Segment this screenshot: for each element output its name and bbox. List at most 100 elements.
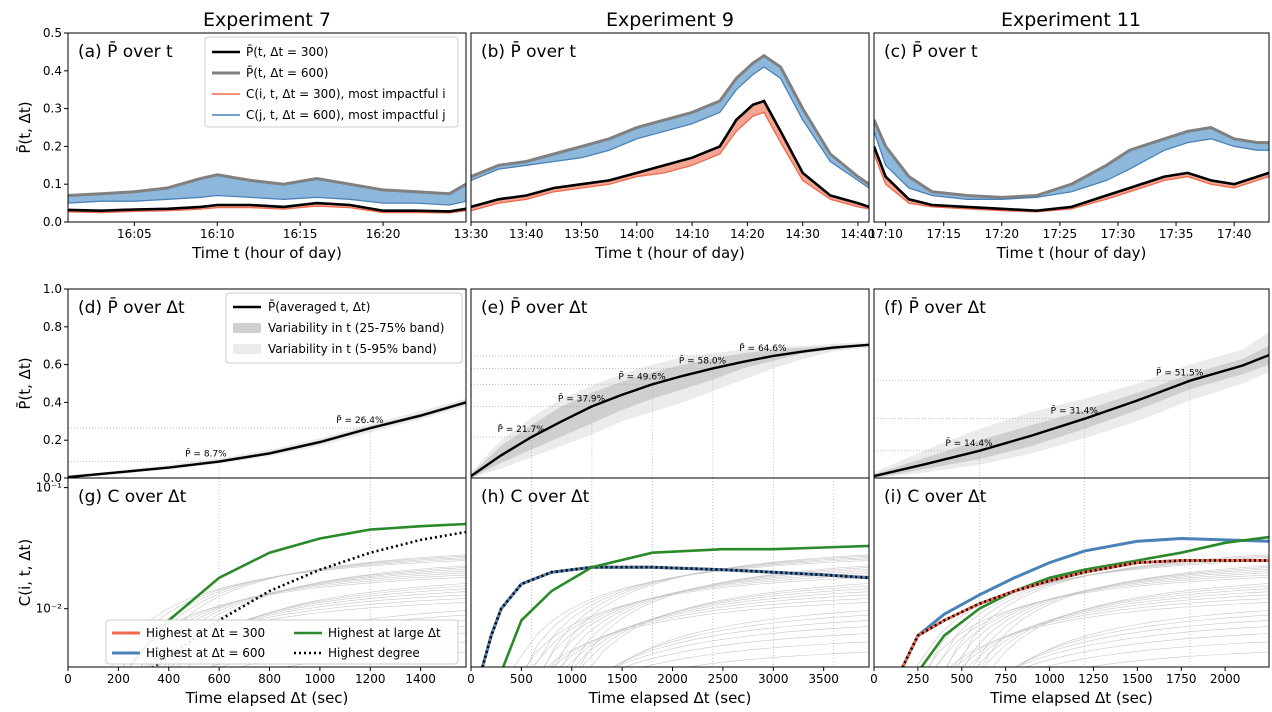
y-axis-label: P̄(t, Δt) xyxy=(15,101,34,153)
legend-row2-swatch xyxy=(233,344,261,354)
series-p600-line xyxy=(471,53,869,186)
background-trajectory xyxy=(612,620,869,667)
background-trajectory xyxy=(574,588,869,667)
background-trajectory xyxy=(976,588,1269,667)
background-trajectory xyxy=(1043,641,1269,667)
x-tick-label: 14:20 xyxy=(730,227,765,241)
x-tick-label: 1250 xyxy=(1078,672,1109,686)
x-tick-label: 13:40 xyxy=(509,227,544,241)
background-trajectory xyxy=(623,633,869,667)
series-p300-line xyxy=(874,145,1269,213)
background-trajectory xyxy=(1014,620,1269,667)
background-trajectory xyxy=(1018,610,1269,667)
legend-row1-label: P̄(t, Δt = 300) xyxy=(246,45,328,59)
series-highest-600 xyxy=(901,536,1269,667)
panel-frame xyxy=(470,32,870,223)
plot-area-i xyxy=(901,478,1269,667)
x-tick-label: 1400 xyxy=(405,672,436,686)
panel-title-a: (a) P̄ over t xyxy=(78,40,173,62)
panel-a: 16:05 16:10 16:15 16:20 0.0 0.1 0.2 0.3 0.4 0.5 Ti… xyxy=(15,26,467,262)
panel-frame xyxy=(67,32,467,223)
band-25-75 xyxy=(874,345,1269,478)
panel-frame xyxy=(873,32,1270,223)
series-highest-large xyxy=(501,544,869,667)
series-highest-large xyxy=(919,535,1269,667)
background-trajectory xyxy=(949,602,1269,667)
legend-row3-label: Highest at large Δt xyxy=(328,626,441,640)
series-highest-large xyxy=(130,522,466,665)
panel-b: 13:30 13:40 13:50 14:00 14:10 14:20 14:30 14:40… xyxy=(454,32,875,262)
panel-title-g: (g) C over Δt xyxy=(78,487,187,507)
legend-row1-label: P̄(t, Δt = 600) xyxy=(246,66,328,80)
x-tick-label: 16:10 xyxy=(200,227,235,241)
x-tick-label: 3500 xyxy=(808,672,839,686)
y-tick-label: 1.0 xyxy=(43,282,62,296)
y-axis-label: C(i, t, Δt) xyxy=(16,539,34,606)
x-tick-label: 1000 xyxy=(1034,672,1065,686)
annotation-label-0: P̄ = 21.7% xyxy=(497,423,545,435)
background-trajectory xyxy=(175,565,466,667)
column-title-exp11: Experiment 11 xyxy=(1001,9,1141,31)
background-trajectory xyxy=(961,594,1269,667)
panel-frame xyxy=(470,477,870,668)
background-trajectory xyxy=(972,567,1269,667)
column-title-exp9: Experiment 9 xyxy=(606,9,734,31)
y-axis-label: P̄(t, Δt) xyxy=(15,357,34,409)
x-tick-label: 1000 xyxy=(305,672,336,686)
background-trajectory xyxy=(954,598,1269,667)
panel-title-c: (c) P̄ over t xyxy=(884,40,978,62)
panel-frame xyxy=(873,477,1270,668)
y-tick-label: 10⁻¹ xyxy=(36,481,63,495)
panels-layer: 16:05 16:10 16:15 16:20 0.0 0.1 0.2 0.3 0.4 0.5 Ti… xyxy=(15,26,1270,707)
band-600-fill xyxy=(471,55,869,189)
background-trajectory xyxy=(968,591,1269,667)
panel-title-b: (b) P̄ over t xyxy=(481,40,576,62)
x-tick-label: 1500 xyxy=(1122,672,1153,686)
panel-frame xyxy=(67,477,467,668)
y-tick-label: 0.0 xyxy=(43,215,62,229)
x-tick-label: 500 xyxy=(950,672,973,686)
band-25-75 xyxy=(471,343,869,478)
x-tick-label: 1500 xyxy=(607,672,638,686)
y-tick-label: 0.3 xyxy=(43,102,62,116)
x-tick-label: 17:20 xyxy=(984,227,1019,241)
legend-row3-label: Highest at Δt = 600 xyxy=(146,646,265,660)
x-tick-label: 17:40 xyxy=(1217,227,1252,241)
legend-row1 xyxy=(204,36,459,128)
y-tick-label: 0.8 xyxy=(43,320,62,334)
x-tick-label: 1750 xyxy=(1166,672,1197,686)
series-highest-degree xyxy=(901,559,1269,667)
y-tick-label: 0.1 xyxy=(43,177,62,191)
annotation-label-2: P̄ = 49.6% xyxy=(618,371,666,383)
plot-area-d: P̄ = 8.7% P̄ = 26.4% xyxy=(68,398,466,478)
plot-area-b xyxy=(471,53,869,212)
x-tick-label: 600 xyxy=(208,672,231,686)
background-trajectory xyxy=(613,614,869,667)
background-trajectory xyxy=(544,555,869,667)
x-axis-label: Time elapsed Δt (sec) xyxy=(989,689,1153,707)
panel-g: 0 200 400 600 800 1000 1200 1400 10⁻² 10⁻¹ Time el… xyxy=(16,477,467,707)
band-5-95 xyxy=(68,398,466,478)
band-5-95 xyxy=(874,332,1269,478)
series-ci300-line xyxy=(68,205,466,214)
annotation-label-1: P̄ = 26.4% xyxy=(336,414,384,426)
panel-title-e: (e) P̄ over Δt xyxy=(481,296,588,318)
x-axis-label: Time t (hour of day) xyxy=(594,244,745,262)
series-p600-line xyxy=(68,173,466,197)
x-tick-label: 17:30 xyxy=(1101,227,1136,241)
background-trajectory xyxy=(149,598,466,667)
background-trajectory xyxy=(615,626,869,667)
plot-area-h xyxy=(480,478,869,667)
background-trajectory xyxy=(525,577,869,667)
x-tick-label: 800 xyxy=(258,672,281,686)
background-trajectory xyxy=(1015,614,1269,667)
plot-area-c xyxy=(874,119,1269,213)
annotation-label-2: P̄ = 51.5% xyxy=(1156,367,1204,379)
background-trajectory xyxy=(156,594,466,667)
x-tick-label: 17:35 xyxy=(1159,227,1194,241)
annotation-label-1: P̄ = 37.9% xyxy=(558,393,606,405)
x-tick-label: 16:15 xyxy=(283,227,318,241)
x-tick-label: 2500 xyxy=(708,672,739,686)
x-tick-label: 14:30 xyxy=(785,227,820,241)
annotation-label-0: P̄ = 8.7% xyxy=(185,448,227,460)
